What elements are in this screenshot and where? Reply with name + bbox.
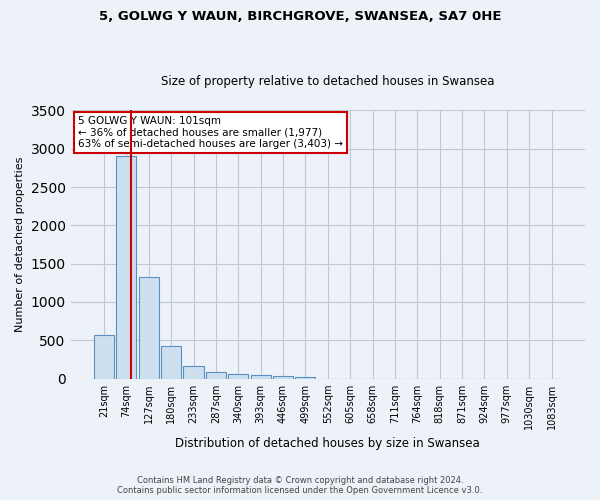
Bar [228,374,248,378]
Bar [161,346,181,378]
Bar [116,156,136,378]
Bar [295,376,316,378]
Text: 5, GOLWG Y WAUN, BIRCHGROVE, SWANSEA, SA7 0HE: 5, GOLWG Y WAUN, BIRCHGROVE, SWANSEA, SA… [99,10,501,23]
Text: Contains HM Land Registry data © Crown copyright and database right 2024.
Contai: Contains HM Land Registry data © Crown c… [118,476,482,495]
Bar [139,276,159,378]
Bar [94,335,114,378]
X-axis label: Distribution of detached houses by size in Swansea: Distribution of detached houses by size … [175,437,480,450]
Bar [251,375,271,378]
Bar [184,366,203,378]
Bar [206,372,226,378]
Bar [273,376,293,378]
Title: Size of property relative to detached houses in Swansea: Size of property relative to detached ho… [161,76,494,88]
Text: 5 GOLWG Y WAUN: 101sqm
← 36% of detached houses are smaller (1,977)
63% of semi-: 5 GOLWG Y WAUN: 101sqm ← 36% of detached… [78,116,343,149]
Y-axis label: Number of detached properties: Number of detached properties [15,157,25,332]
